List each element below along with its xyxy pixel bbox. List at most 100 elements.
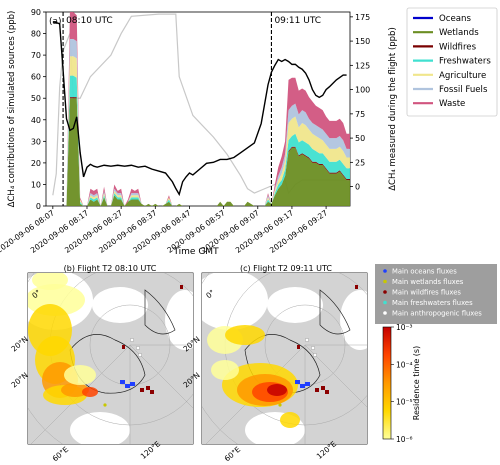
graticule-meridian [304,344,367,408]
residence-plume [267,384,287,396]
flux-marker-0 [383,269,387,273]
area-agriculture [46,56,350,206]
flux-marker-4 [383,311,387,315]
legend-label-wetlands: Wetlands [439,28,479,38]
ytick-label-left: 60 [31,73,41,82]
event-label-0: 08:10 UTC [66,16,113,26]
flux-legend-frame [375,264,497,324]
legend-label-agriculture: Agriculture [439,71,486,81]
map-b-lat-2: 20°N [10,370,30,389]
residence-plume [32,273,68,290]
ocean-patch [70,412,130,444]
ocean-flux-marker [125,384,130,388]
ytick-label-right: 75 [355,110,365,119]
flux-marker-2 [383,290,387,294]
flux-marker-1 [383,279,387,284]
colorbar-tick-label: 10⁻³ [396,323,413,332]
anthropogenic-flux-marker [130,338,134,342]
ytick-label-right: 100 [355,86,370,95]
ytick-label-right: 150 [355,37,370,46]
ytick-label-right: 125 [355,61,370,70]
wildfire-flux-marker [325,390,329,394]
residence-plume [64,365,96,385]
ytick-label-left: 10 [31,180,41,189]
colorbar-tick-label: 10⁻⁶ [396,435,413,444]
wildfire-flux-marker [297,345,300,349]
xtick-label: 2020-09-06 09:27 [268,208,329,255]
ytick-label-right: 25 [355,158,365,167]
ocean-patch [340,290,367,350]
anthropogenic-flux-marker [138,353,142,357]
graticule-meridian [129,344,193,409]
flux-label-3: Main freshwaters fluxes [392,299,473,307]
ocean-flux-marker [120,380,125,384]
residence-plume [280,412,300,428]
map-panel-c: (c) Flight T2 09:11 UTC 0° 20°N 20°N 60°… [182,264,368,464]
coastline [69,334,146,394]
y-axis-label-left: ΔCH₄ contributions of simulated sources … [7,11,17,208]
wildfire-flux-marker [180,285,183,289]
wetland-flux-marker [278,403,282,407]
area-wetlands [46,98,350,206]
area-freshwaters [46,75,350,206]
map-c-content [202,273,367,444]
flux-label-4: Main anthropogenic fluxes [392,310,482,318]
anthropogenic-flux-marker [311,346,315,350]
map-b-title: (b) Flight T2 08:10 UTC [64,264,157,273]
anthropogenic-flux-marker [136,346,140,350]
anthropogenic-flux-marker [305,338,309,342]
ocean-flux-marker [300,384,305,388]
ytick-label-left: 30 [31,137,41,146]
graticule-meridian [30,344,131,444]
area-waste [46,12,350,206]
wildfire-flux-marker [321,386,325,390]
legend-label-wildfires: Wildfires [439,42,477,52]
arctic-ocean [267,287,323,323]
panel-a-label: (a) [49,17,62,27]
xtick-label: 2020-09-06 08:17 [29,208,90,255]
colorbar-gradient [382,326,392,440]
xtick-label: 2020-09-06 08:37 [97,208,158,255]
wildfire-flux-marker [315,388,319,392]
legend-label-freshwaters: Freshwaters [439,57,491,67]
coastline [319,289,351,335]
map-b-lon-60: 60°E [51,445,71,464]
measured-line [52,21,347,197]
ytick-label-left: 50 [31,94,41,103]
map-c-lon-60: 60°E [223,445,243,464]
wetland-flux-marker [103,403,107,407]
flux-label-0: Main oceans fluxes [392,268,457,276]
left-y-axis: 0 10 20 30 40 50 60 70 80 90 [31,8,46,211]
wildfire-flux-marker [150,390,154,394]
ocean-patch [165,290,193,350]
coastline [144,289,176,335]
ocean-flux-marker [295,380,300,384]
wildfire-flux-marker [146,386,150,390]
anthropogenic-flux-marker [313,353,317,357]
colorbar-tick-label: 10⁻⁴ [396,360,413,369]
ocean-patch [202,273,268,330]
legend-label-oceans: Oceans [439,14,471,24]
y-axis-label-right: ΔCH₄ measured during the flight (ppb) [388,27,398,191]
event-lines: 08:10 UTC 09:11 UTC [62,12,321,206]
ytick-label-left: 20 [31,159,41,168]
wildfire-flux-marker [140,388,144,392]
xtick-label: 2020-09-06 09:17 [234,208,295,255]
ytick-label-left: 70 [31,51,41,60]
residence-plume [211,360,239,380]
ytick-label-right: 0 [355,183,360,192]
legend-label-waste: Waste [439,99,465,109]
legend: Oceans Wetlands Wildfires Freshwaters Agricu… [406,7,498,117]
ocean-flux-marker [305,382,310,386]
map-b-lat-1: 20°N [10,334,30,353]
area-fossil-fuels [46,38,350,206]
time-series-panel: 08:10 UTC 09:11 UTC 0 10 20 30 40 50 60 70 80 90 0… [0,8,398,257]
ytick-label-left: 90 [31,8,41,17]
ytick-label-left: 0 [36,202,41,211]
flux-label-2: Main wildfires fluxes [392,289,461,297]
stacked-areas [46,12,350,206]
map-b-content [28,273,193,444]
x-axis-label: Time GMT [172,247,219,257]
measured-ch4-line [52,21,347,197]
